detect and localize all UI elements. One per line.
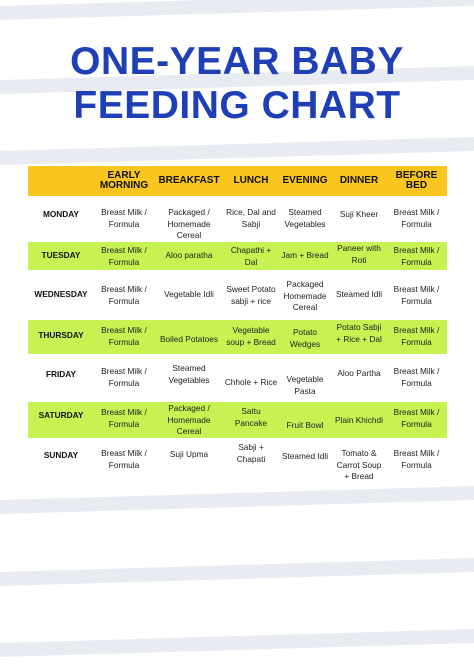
title-line-2: FEEDING CHART [73, 84, 401, 127]
meal-cell: Sattu Pancake [234, 406, 268, 428]
meal-cell: Packaged / Homemade Cereal [167, 207, 211, 240]
meal-cell: Plain Khichdi [335, 415, 383, 425]
table-row: THURSDAY Breast Milk / Formula Boiled Po… [28, 320, 447, 354]
table-row: WEDNESDAY Breast Milk / Formula Vegetabl… [28, 279, 447, 320]
column-header: BREAKFAST [158, 175, 220, 186]
meal-cell: Steamed Vegetables [284, 207, 326, 229]
meal-cell: Packaged / Homemade Cereal [167, 403, 211, 436]
chart-title: ONE-YEAR BABY FEEDING CHART [0, 40, 474, 128]
meal-cell: Potato Wedges [289, 327, 321, 349]
meal-cell: Breast Milk / Formula [393, 366, 440, 388]
meal-cell: Rice, Dal and Sabji [226, 207, 276, 229]
meal-cell: Aloo Partha [337, 368, 381, 378]
meal-cell: Breast Milk / Formula [393, 448, 440, 470]
table-row: FRIDAY Breast Milk / Formula Steamed Veg… [28, 360, 447, 400]
table-row: SATURDAY Breast Milk / Formula Packaged … [28, 402, 447, 438]
meal-cell: Breast Milk / Formula [101, 284, 147, 306]
meal-cell: Steamed Idli [281, 451, 329, 461]
meal-cell: Aloo paratha [165, 250, 213, 260]
meal-cell: Paneer with Roti [337, 243, 381, 265]
day-label: MONDAY [42, 209, 80, 219]
meal-cell: Breast Milk / Formula [101, 245, 147, 267]
meal-cell: Breast Milk / Formula [393, 407, 440, 429]
meal-cell: Packaged Homemade Cereal [283, 279, 327, 312]
column-header: EVENING [282, 175, 328, 186]
day-label: WEDNESDAY [34, 289, 88, 299]
meal-cell: Breast Milk / Formula [101, 207, 147, 229]
meal-cell: Breast Milk / Formula [393, 325, 440, 347]
meal-cell: Breast Milk / Formula [101, 366, 147, 388]
meal-cell: Sweet Potato sabji + rice [226, 284, 276, 306]
meal-cell: Steamed Idli [335, 289, 383, 299]
meal-cell: Tomato & Carrot Soup + Bread [336, 448, 382, 481]
meal-cell: Fruit Bowl [286, 420, 324, 430]
meal-cell: Breast Milk / Formula [393, 284, 440, 306]
meal-cell: Suji Upma [169, 449, 209, 459]
column-header: EARLY MORNING [99, 170, 149, 191]
meal-cell: Vegetable soup + Bread [226, 325, 276, 347]
meal-cell: Breast Milk / Formula [393, 245, 440, 267]
meal-cell: Breast Milk / Formula [101, 325, 147, 347]
table-row: TUESDAY Breast Milk / Formula Aloo parat… [28, 242, 447, 270]
meal-cell: Chhole + Rice [224, 377, 278, 387]
meal-cell: Jam + Bread [281, 250, 329, 260]
table-row: MONDAY Breast Milk / Formula Packaged / … [28, 202, 447, 242]
meal-cell: Suji Kheer [339, 209, 379, 219]
day-label: SUNDAY [43, 450, 79, 460]
meal-cell: Sabji + Chapati [236, 442, 266, 464]
title-line-1: ONE-YEAR BABY [70, 40, 404, 83]
table-row: SUNDAY Breast Milk / Formula Suji Upma S… [28, 442, 447, 492]
meal-cell: Boiled Potatoes [159, 334, 219, 344]
meal-cell: Vegetable Pasta [286, 374, 324, 396]
column-header: BEFORE BED [395, 170, 438, 191]
meal-cell: Breast Milk / Formula [101, 448, 147, 470]
table-header: EARLY MORNING BREAKFAST LUNCH EVENING DI… [28, 166, 447, 196]
meal-cell: Potato Sabji + Rice + Dal [336, 322, 382, 344]
day-label: SATURDAY [38, 410, 84, 420]
meal-cell: Breast Milk / Formula [393, 207, 440, 229]
day-label: FRIDAY [45, 369, 77, 379]
day-label: TUESDAY [41, 250, 81, 260]
meal-cell: Breast Milk / Formula [101, 407, 147, 429]
column-header: LUNCH [233, 175, 269, 186]
meal-cell: Steamed Vegetables [168, 363, 210, 385]
day-label: THURSDAY [38, 330, 84, 340]
meal-cell: Chapathi + Dal [230, 245, 272, 267]
column-header: DINNER [339, 175, 379, 186]
meal-cell: Vegetable Idli [164, 289, 214, 299]
